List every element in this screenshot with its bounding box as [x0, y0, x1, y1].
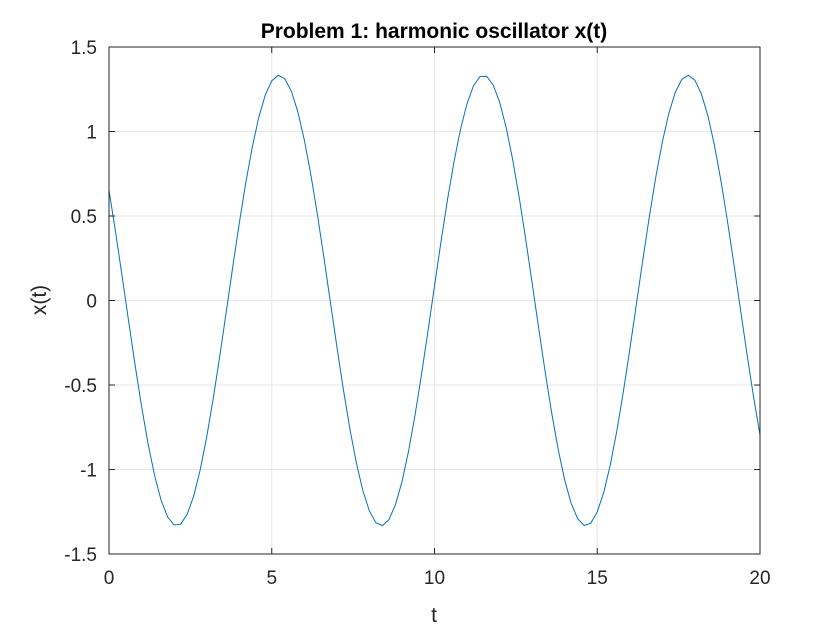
x-tick-label: 15 [587, 568, 608, 589]
x-tick-label: 20 [749, 568, 770, 589]
y-tick-label: 0.5 [71, 207, 97, 228]
grid-lines [109, 47, 760, 554]
series-line [108, 74, 761, 527]
x-tick-label: 0 [104, 568, 115, 589]
tick-labels: 0 5 10 15 20 -1.5 -1 -0.5 0 0.5 1 1.5 [64, 38, 770, 589]
x-tick-label: 10 [424, 568, 445, 589]
y-tick-label: -1 [80, 461, 97, 482]
x-axis-label: t [431, 604, 437, 627]
y-tick-label: 0 [86, 292, 97, 313]
y-tick-label: -1.5 [64, 545, 97, 566]
y-tick-label: 1.5 [71, 38, 97, 59]
y-tick-label: 1 [86, 123, 97, 144]
y-axis-label: x(t) [28, 285, 51, 315]
x-tick-label: 5 [266, 568, 277, 589]
chart-title: Problem 1: harmonic oscillator x(t) [261, 20, 608, 43]
plot-area [108, 74, 761, 527]
y-tick-label: -0.5 [64, 376, 97, 397]
axes [108, 46, 761, 555]
